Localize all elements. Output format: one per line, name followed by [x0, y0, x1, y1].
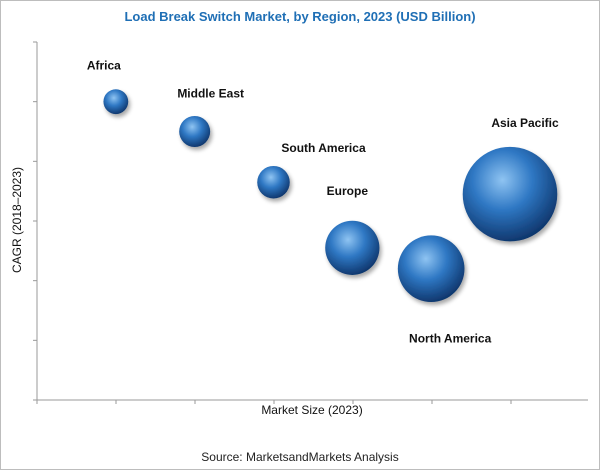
y-axis-label: CAGR (2018–2023)	[10, 167, 24, 273]
bubble-africa	[103, 89, 129, 115]
bubble-asia-pacific	[462, 146, 558, 242]
chart-title: Load Break Switch Market, by Region, 202…	[124, 9, 476, 24]
bubble-north-america	[397, 235, 465, 303]
labels-layer: Africa Middle East South America Europe Nort…	[87, 59, 559, 346]
source-note: Source: MarketsandMarkets Analysis	[201, 450, 399, 464]
axes	[33, 41, 588, 404]
x-axis-label: Market Size (2023)	[261, 403, 362, 417]
data-label-asia-pacific: Asia Pacific	[491, 116, 559, 130]
bubble-south-america	[257, 165, 290, 199]
bubble-middle-east	[179, 116, 211, 147]
bubbles-layer	[103, 89, 558, 303]
bubble-europe	[325, 220, 380, 275]
data-label-europe: Europe	[327, 184, 369, 198]
data-label-africa: Africa	[87, 59, 121, 73]
data-label-south-america: South America	[281, 141, 366, 155]
data-label-north-america: North America	[409, 332, 492, 346]
data-label-middle-east: Middle East	[177, 87, 244, 101]
